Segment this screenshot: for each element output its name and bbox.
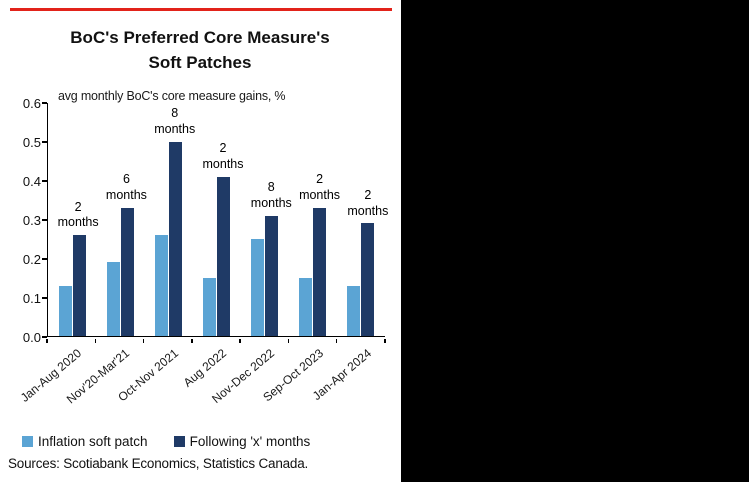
accent-top-rule — [10, 8, 392, 11]
bar-following-x-months — [168, 141, 182, 336]
sources-note: Sources: Scotiabank Economics, Statistic… — [8, 456, 309, 471]
months-annotation: 8 months — [154, 106, 196, 136]
y-axis-tick-label: 0.6 — [22, 95, 41, 111]
x-axis-tick-mark — [46, 338, 48, 343]
y-axis-tick-label: 0.3 — [22, 212, 41, 228]
bar-group — [144, 103, 192, 336]
bar-inflation-soft-patch — [347, 285, 361, 336]
months-annotation: 8 months — [250, 180, 292, 210]
x-axis-tick-mark — [335, 338, 338, 343]
chart-subtitle: avg monthly BoC's core measure gains, % — [58, 89, 286, 103]
chart-title-line-1: BoC's Preferred Core Measure's — [70, 28, 330, 47]
y-axis-tick-label: 0.5 — [22, 134, 41, 150]
bar-inflation-soft-patch — [58, 285, 72, 336]
bar-inflation-soft-patch — [251, 238, 265, 336]
y-axis-tick-label: 0.2 — [22, 251, 41, 267]
bar-following-x-months — [313, 207, 327, 336]
legend-label: Following 'x' months — [189, 434, 311, 449]
legend-swatch — [173, 436, 185, 447]
y-axis-tick-label: 0.1 — [22, 290, 41, 306]
months-annotation: 2 months — [299, 172, 341, 202]
x-axis-tick-mark — [239, 338, 241, 343]
bar-following-x-months — [361, 223, 375, 336]
chart-title-line-2: Soft Patches — [148, 52, 252, 72]
y-axis-tick-mark — [42, 258, 47, 260]
months-annotation: 2 months — [347, 187, 389, 218]
y-axis-tick-mark — [42, 297, 47, 299]
bar-inflation-soft-patch — [299, 277, 313, 336]
x-axis-tick-mark — [287, 338, 290, 343]
bar-following-x-months — [216, 176, 230, 336]
bar-inflation-soft-patch — [154, 235, 168, 336]
legend-item-inflation-soft-patch: Inflation soft patch — [22, 434, 148, 449]
x-axis-tick-mark — [94, 338, 97, 343]
bar-inflation-soft-patch — [106, 262, 120, 336]
chart-panel: BoC's Preferred Core Measure's Soft Patc… — [0, 0, 401, 482]
legend-item-following-x-months: Following 'x' months — [173, 434, 311, 449]
x-axis-tick-mark — [384, 338, 386, 343]
x-axis-tick-mark — [191, 338, 193, 343]
bar-group — [48, 103, 96, 336]
bar-inflation-soft-patch — [202, 277, 216, 336]
bar-following-x-months — [120, 207, 134, 336]
bar-following-x-months — [72, 235, 86, 336]
bar-group — [241, 103, 289, 336]
y-axis-tick-label: 0.4 — [22, 173, 41, 189]
months-annotation: 2 months — [202, 141, 244, 171]
x-axis-category-label: Jan-Apr 2024 — [309, 346, 374, 404]
x-axis-tick-mark — [142, 338, 145, 343]
months-annotation: 6 months — [105, 172, 147, 202]
legend-label: Inflation soft patch — [38, 434, 148, 449]
chart-legend: Inflation soft patch Following 'x' months — [22, 434, 310, 449]
bar-group — [289, 103, 337, 336]
plot-area — [47, 103, 385, 337]
y-axis-tick-mark — [42, 180, 47, 182]
months-annotation: 2 months — [57, 199, 99, 230]
legend-swatch — [22, 436, 33, 447]
chart-title: BoC's Preferred Core Measure's Soft Patc… — [0, 26, 400, 75]
y-axis-tick-label: 0.0 — [22, 329, 41, 345]
bar-group — [192, 103, 240, 336]
y-axis-tick-mark — [42, 219, 47, 221]
y-axis-tick-mark — [42, 141, 47, 143]
bar-group — [337, 103, 385, 336]
bar-group — [96, 103, 144, 336]
bar-following-x-months — [265, 215, 279, 336]
y-axis-tick-mark — [42, 102, 47, 104]
y-axis-tick-mark — [42, 336, 47, 338]
